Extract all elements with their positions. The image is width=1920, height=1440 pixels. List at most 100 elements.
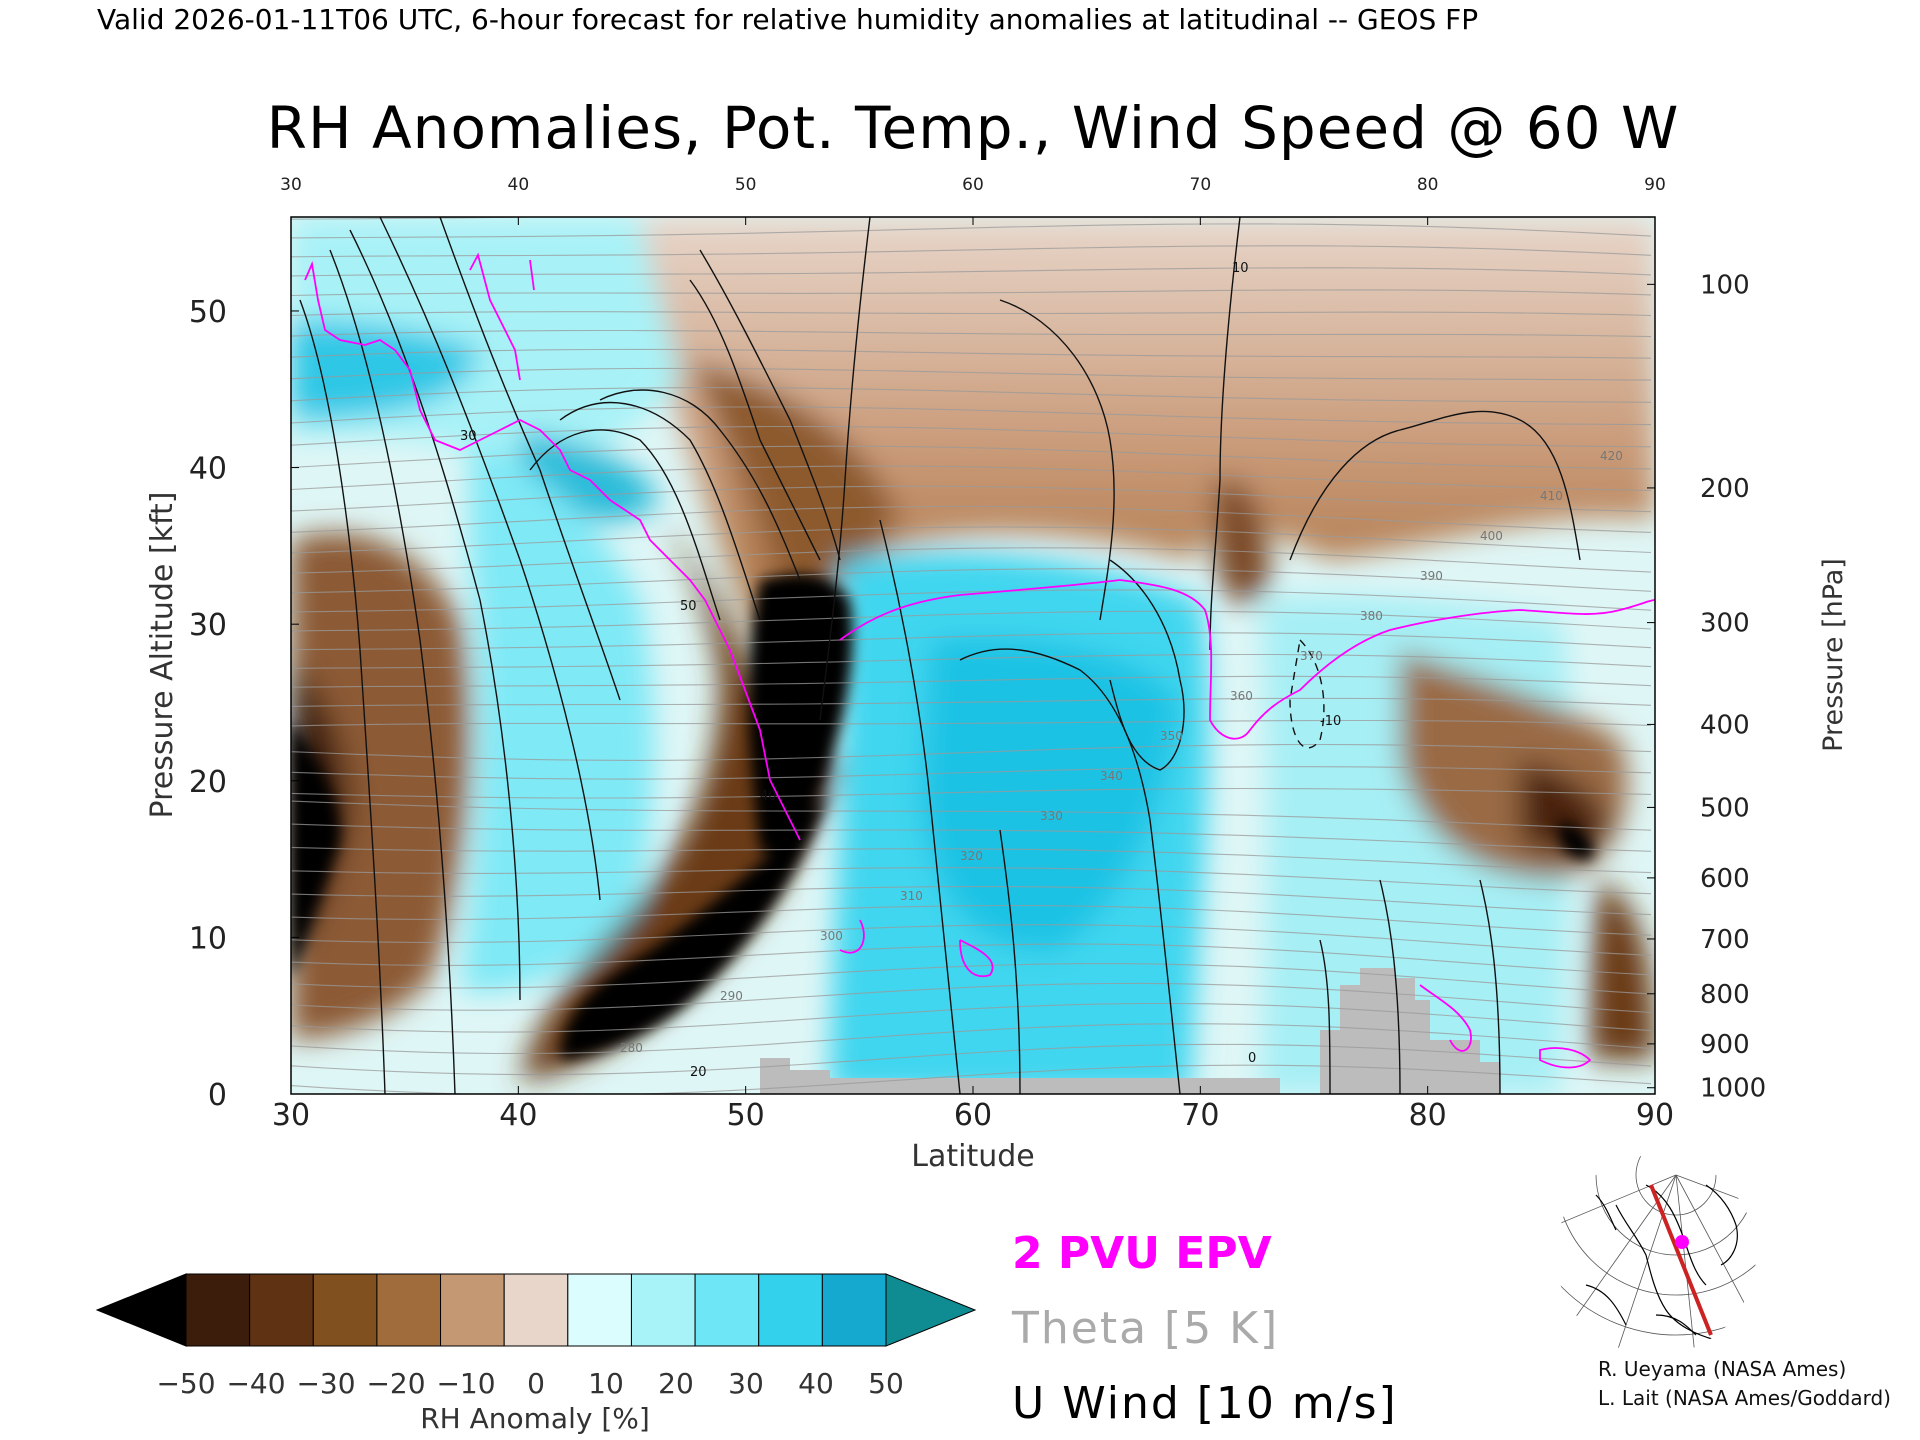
u-wind-label-0: 0	[1248, 1051, 1256, 1066]
theta-line	[291, 1002, 1652, 1033]
u-wind-line	[699, 249, 841, 561]
locator-map	[1556, 1155, 1756, 1355]
theta-line	[291, 963, 1652, 995]
colorbar-tick-2: −30	[296, 1367, 355, 1400]
theta-line	[291, 289, 1652, 297]
theta-label-290: 290	[720, 989, 743, 1003]
chart-title: RH Anomalies, Pot. Temp., Wind Speed @ 6…	[267, 94, 1680, 162]
u-wind-line	[379, 217, 601, 901]
u-wind-contours	[299, 217, 1581, 1094]
x-top-tick-label-70: 70	[1190, 175, 1212, 195]
y-tick-label-50: 50	[189, 295, 227, 330]
theta-line	[291, 924, 1652, 956]
x-top-tick-label-30: 30	[280, 175, 302, 195]
colorbar-tick-4: −10	[436, 1367, 495, 1400]
colorbar-cell	[758, 1273, 823, 1347]
colorbar-tick-1: −40	[226, 1367, 285, 1400]
u-wind-line	[599, 389, 801, 581]
u-wind-line	[959, 648, 1181, 1094]
colorbar-cell	[694, 1273, 760, 1347]
u-wind-line	[1379, 879, 1401, 1094]
y-tick-label-0: 0	[208, 1078, 227, 1113]
y-tick-label-20: 20	[189, 765, 227, 800]
theta-label-340: 340	[1100, 769, 1123, 783]
theta-line	[291, 547, 1652, 574]
theta-line	[291, 1043, 1652, 1076]
y-axis-right: 100 200 300 400 500 600 700 800 900 1000	[1647, 270, 1766, 1104]
u-wind-label-5: 50	[680, 599, 697, 614]
colorbar-tick-8: 30	[728, 1367, 764, 1400]
pv-line-segment	[529, 259, 535, 291]
p-tick-label-100: 100	[1700, 270, 1750, 300]
u-wind-line	[879, 519, 961, 1094]
p-tick-label-700: 700	[1700, 925, 1750, 955]
theta-line	[291, 823, 1652, 852]
theta-line	[291, 697, 1652, 707]
theta-line	[291, 465, 1652, 492]
theta-line	[291, 867, 1652, 895]
credit-line-2: L. Lait (NASA Ames/Goddard)	[1598, 1386, 1891, 1410]
x-tick-label-40: 40	[499, 1098, 537, 1133]
colorbar-tick-10: 50	[868, 1367, 904, 1400]
theta-line	[291, 653, 1652, 669]
colorbar-cell	[185, 1273, 251, 1347]
x-tick-label-30: 30	[272, 1098, 310, 1133]
theta-line	[291, 1064, 1652, 1094]
y-tick-label-10: 10	[189, 921, 227, 956]
colorbar-arrow-low	[95, 1273, 187, 1347]
p-tick-label-800: 800	[1700, 980, 1750, 1010]
u-wind-label-3: 30	[460, 429, 477, 444]
colorbar-tick-5: 0	[527, 1367, 545, 1400]
theta-line	[291, 387, 1652, 403]
u-wind-line	[819, 217, 871, 721]
colorbar-tick-7: 20	[658, 1367, 694, 1400]
p-tick-label-400: 400	[1700, 710, 1750, 740]
x-top-tick-label-80: 80	[1417, 175, 1439, 195]
u-wind-label-1: 10	[1232, 261, 1249, 276]
p-tick-label-200: 200	[1700, 474, 1750, 504]
pv-line-segment	[839, 919, 865, 954]
theta-label-390: 390	[1420, 569, 1443, 583]
theta-label-330: 330	[1040, 809, 1063, 823]
theta-line	[291, 329, 1652, 338]
theta-label-380: 380	[1360, 609, 1383, 623]
theta-line	[291, 526, 1652, 554]
legend-theta: Theta [5 K]	[1011, 1303, 1279, 1354]
theta-label-400: 400	[1480, 529, 1503, 543]
colorbar-tick-9: 40	[798, 1367, 834, 1400]
theta-line	[291, 406, 1652, 426]
theta-line	[291, 675, 1652, 688]
theta-label-360: 360	[1230, 689, 1253, 703]
theta-line	[291, 589, 1652, 613]
theta-line	[291, 311, 1652, 317]
theta-label-280: 280	[620, 1041, 643, 1055]
pv-line-segment	[1539, 1047, 1592, 1069]
theta-line	[291, 846, 1652, 874]
pv-line-segment	[304, 260, 801, 841]
theta-line	[291, 632, 1652, 651]
theta-line	[291, 223, 1652, 239]
pv-line-segment	[959, 939, 994, 978]
colorbar-cell	[249, 1273, 314, 1347]
colorbar-cell	[503, 1273, 569, 1347]
theta-label-300: 300	[820, 929, 843, 943]
u-wind-line	[529, 429, 721, 621]
header-text: Valid 2026-01-11T06 UTC, 6-hour forecast…	[97, 3, 1478, 36]
legend-epv: 2 PVU EPV	[1012, 1228, 1272, 1279]
theta-label-320: 320	[960, 849, 983, 863]
x-axis-top: 30 40 50 60 70 80 90	[280, 175, 1666, 225]
x-tick-label-50: 50	[727, 1098, 765, 1133]
u-wind-line	[299, 299, 386, 1094]
theta-line	[291, 568, 1652, 594]
x-tick-label-90: 90	[1636, 1098, 1674, 1133]
u-wind-line	[439, 217, 621, 701]
u-wind-line	[329, 249, 456, 1094]
u-wind-line	[1289, 410, 1581, 561]
u-wind-line	[999, 829, 1021, 1094]
u-wind-line	[999, 299, 1115, 621]
legend-u-wind: U Wind [10 m/s]	[1012, 1378, 1398, 1429]
u-wind-label-4: 40	[760, 789, 777, 804]
u-wind-line	[559, 401, 761, 621]
theta-line	[291, 348, 1652, 359]
